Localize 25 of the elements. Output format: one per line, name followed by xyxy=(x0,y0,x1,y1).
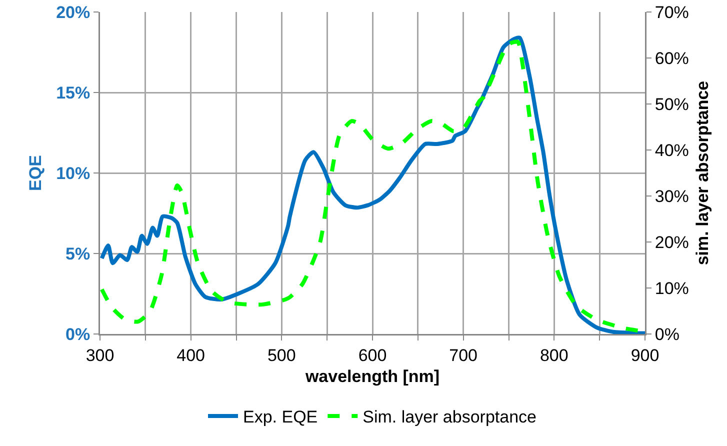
x-tick-label: 400 xyxy=(176,346,206,365)
y-axis-title: EQE xyxy=(26,155,45,191)
x-tick-label: 700 xyxy=(449,346,478,365)
y2-tick-label: 50% xyxy=(654,94,689,114)
y-tick-label: 20% xyxy=(56,2,90,22)
x-axis-title: wavelength [nm] xyxy=(304,367,440,386)
y-tick-label: 10% xyxy=(56,164,90,183)
x-tick-label: 300 xyxy=(86,346,114,365)
y2-tick-label: 60% xyxy=(654,48,689,68)
y2-axis-title: sim. layer absorptance xyxy=(693,80,712,266)
x-tick-label: 900 xyxy=(630,346,660,365)
y2-tick-label: 30% xyxy=(654,186,689,206)
legend-label: Exp. EQE xyxy=(243,408,318,427)
x-tick-label: 600 xyxy=(358,346,387,365)
x-tick-label: 800 xyxy=(540,346,568,365)
y2-tick-label: 0% xyxy=(654,324,680,344)
y-tick-label: 5% xyxy=(66,244,90,264)
y2-tick-label: 20% xyxy=(654,232,689,252)
y-tick-label: 15% xyxy=(56,83,90,102)
y2-tick-label: 40% xyxy=(654,140,689,160)
y2-tick-label: 10% xyxy=(654,278,689,298)
legend-label: Sim. layer absorptance xyxy=(362,408,537,427)
y2-tick-label: 70% xyxy=(654,2,689,22)
x-tick-label: 500 xyxy=(267,346,296,365)
y-tick-label: 0% xyxy=(66,324,90,344)
